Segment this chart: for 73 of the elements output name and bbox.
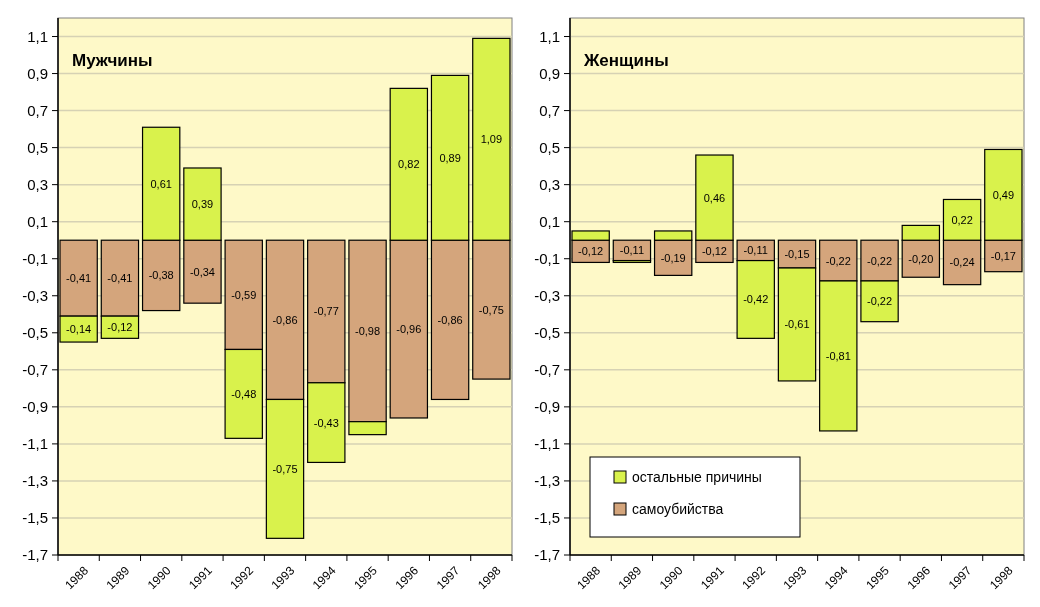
data-label: -0,75 <box>272 462 298 475</box>
data-label: 0,89 <box>439 151 461 164</box>
data-label: 0,22 <box>951 213 973 226</box>
data-label: -0,41 <box>107 272 133 285</box>
data-label: -0,86 <box>437 313 463 326</box>
y-tick-label: 0,1 <box>539 212 560 230</box>
data-label: -0,12 <box>107 321 133 334</box>
data-label: -0,98 <box>355 324 381 337</box>
data-label: -0,77 <box>313 305 339 318</box>
data-label: 1,09 <box>480 133 503 146</box>
data-label: -0,15 <box>784 248 810 261</box>
y-tick-label: 1,1 <box>27 27 48 45</box>
data-label: -0,17 <box>990 249 1016 262</box>
text: Женщины <box>583 51 669 70</box>
data-label: -0,61 <box>784 318 810 331</box>
data-label: 0,61 <box>150 177 172 190</box>
data-label: -0,59 <box>231 288 257 301</box>
data-label: -0,34 <box>189 265 215 278</box>
y-tick-label: 0,9 <box>539 64 560 82</box>
data-label: 0,82 <box>398 158 420 171</box>
y-tick-label: -1,3 <box>534 471 560 489</box>
data-label: -0,96 <box>396 323 422 336</box>
legend-label: самоубийства <box>632 501 724 517</box>
y-tick-label: -0,9 <box>22 397 48 415</box>
data-label: -0,22 <box>867 254 893 267</box>
data-label: -0,24 <box>949 256 975 269</box>
data-label: -0,12 <box>578 245 604 258</box>
data-label: -0,11 <box>619 244 645 257</box>
data-label: 0,39 <box>191 198 214 211</box>
y-tick-label: 0,1 <box>27 212 48 230</box>
y-tick-label: -1,5 <box>22 508 48 526</box>
y-tick-label: -0,1 <box>534 249 560 267</box>
y-tick-label: 0,7 <box>27 101 48 119</box>
data-label: -0,38 <box>148 269 174 282</box>
data-label: -0,75 <box>478 303 504 316</box>
y-tick-label: -0,3 <box>22 286 48 304</box>
y-tick-label: -1,3 <box>22 471 48 489</box>
data-label: -0,41 <box>66 272 92 285</box>
data-label: -0,14 <box>66 323 92 336</box>
y-tick-label: 0,5 <box>539 138 560 156</box>
y-tick-label: 0,5 <box>27 138 48 156</box>
y-tick-label: -1,7 <box>534 546 560 563</box>
y-tick-label: -0,9 <box>534 397 560 415</box>
data-label: -0,48 <box>231 387 257 400</box>
y-tick-label: 1,1 <box>539 27 560 45</box>
data-label: -0,20 <box>908 252 934 265</box>
y-tick-label: -0,3 <box>534 286 560 304</box>
data-label: -0,43 <box>313 416 339 429</box>
data-label: 0,46 <box>703 191 726 204</box>
y-tick-label: -1,1 <box>22 434 48 452</box>
y-tick-label: -0,5 <box>534 323 560 341</box>
data-label: -0,22 <box>825 254 851 267</box>
text: Мужчины <box>72 51 153 70</box>
data-label: -0,86 <box>272 313 298 326</box>
y-tick-label: 0,9 <box>27 64 48 82</box>
data-label: -0,81 <box>825 349 851 362</box>
y-tick-label: -0,7 <box>534 360 560 378</box>
data-label: -0,42 <box>743 293 769 306</box>
y-tick-label: -0,1 <box>22 249 48 267</box>
data-label: -0,12 <box>701 245 727 258</box>
y-tick-label: -1,7 <box>22 546 48 563</box>
data-label: 0,49 <box>992 188 1015 201</box>
y-tick-label: 0,7 <box>539 101 560 119</box>
y-tick-label: 0,3 <box>27 175 48 193</box>
data-label: -0,22 <box>867 295 893 308</box>
y-tick-label: -0,5 <box>22 323 48 341</box>
y-tick-label: -1,5 <box>534 508 560 526</box>
legend-label: остальные причины <box>632 469 762 485</box>
y-tick-label: -1,1 <box>534 434 560 452</box>
y-tick-label: 0,3 <box>539 175 560 193</box>
data-label: -0,19 <box>660 251 686 264</box>
y-tick-label: -0,7 <box>22 360 48 378</box>
data-label: -0,11 <box>743 244 768 257</box>
